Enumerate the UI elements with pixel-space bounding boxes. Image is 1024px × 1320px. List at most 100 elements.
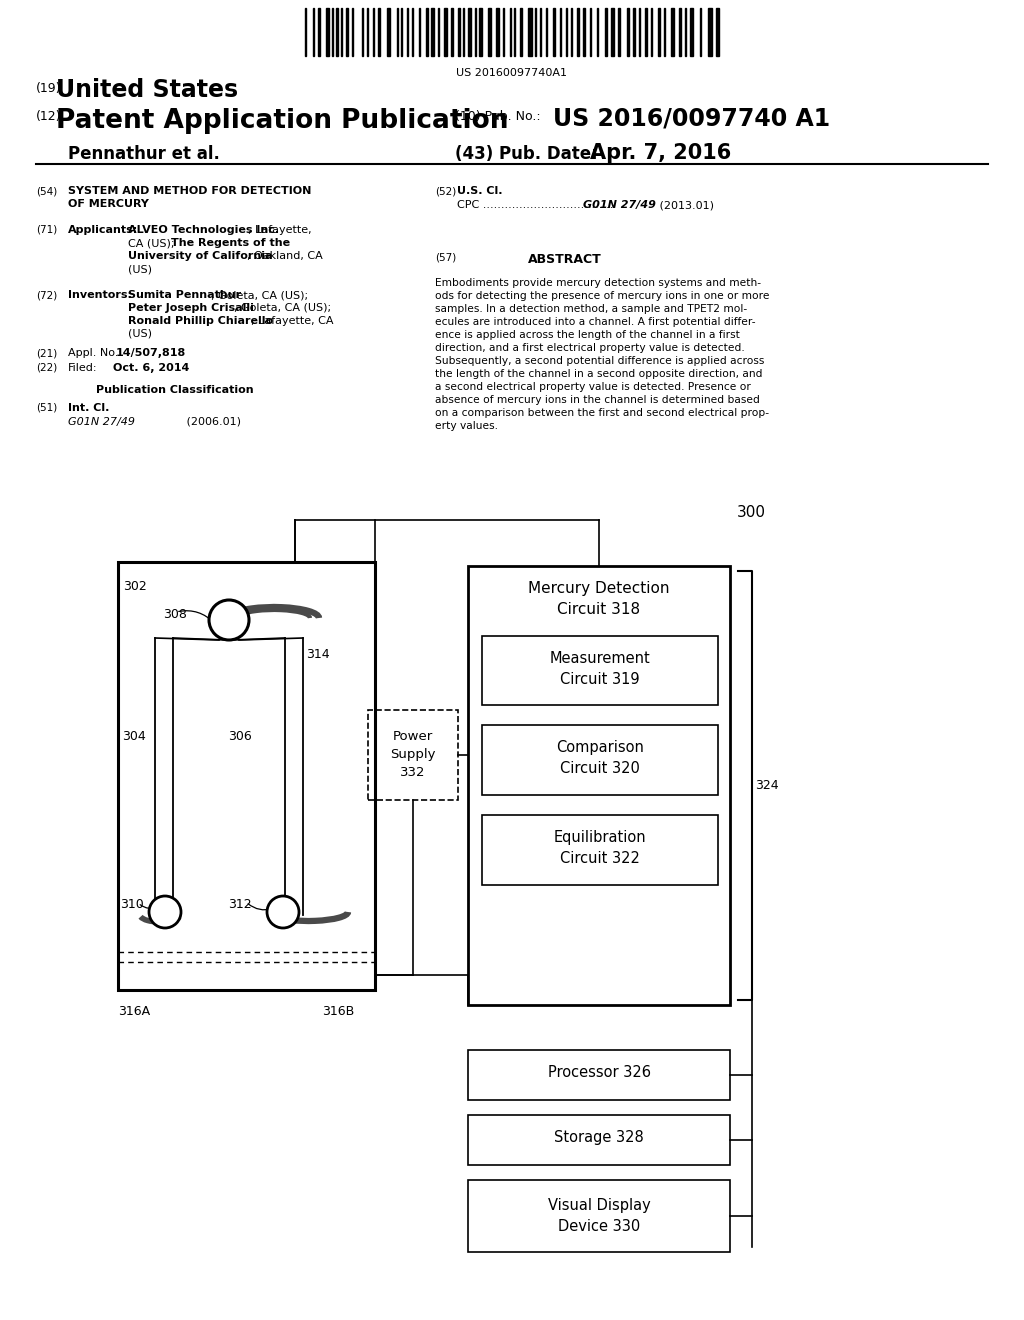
Text: absence of mercury ions in the channel is determined based: absence of mercury ions in the channel i… [435, 395, 760, 405]
Bar [611, 8, 614, 55]
Text: 324: 324 [755, 779, 778, 792]
Bar [444, 8, 447, 55]
Text: samples. In a detection method, a sample and TPET2 mol-: samples. In a detection method, a sample… [435, 304, 748, 314]
Bar [368, 710, 458, 800]
Text: 304: 304 [122, 730, 145, 743]
Text: 314: 314 [306, 648, 330, 661]
Text: (21): (21) [36, 348, 57, 358]
Bar [645, 8, 647, 55]
Bar [426, 8, 428, 55]
Bar [318, 8, 319, 55]
Bar [671, 8, 674, 55]
Text: direction, and a first electrical property value is detected.: direction, and a first electrical proper… [435, 343, 744, 352]
Bar [520, 8, 522, 55]
Text: 310: 310 [120, 898, 143, 911]
Text: G01N 27/49: G01N 27/49 [583, 201, 656, 210]
Bar [708, 8, 712, 55]
Bar [633, 8, 635, 55]
Text: Publication Classification: Publication Classification [96, 385, 254, 395]
Text: Patent Application Publication: Patent Application Publication [56, 108, 509, 135]
Text: , Oakland, CA: , Oakland, CA [247, 251, 323, 261]
Circle shape [150, 896, 181, 928]
Text: the length of the channel in a second opposite direction, and: the length of the channel in a second op… [435, 370, 763, 379]
Bar [451, 8, 453, 55]
Text: (57): (57) [435, 253, 457, 263]
Text: (43) Pub. Date:: (43) Pub. Date: [455, 145, 598, 162]
Text: Sumita Pennathur: Sumita Pennathur [128, 290, 241, 300]
Text: (2013.01): (2013.01) [656, 201, 714, 210]
Text: Power
Supply
332: Power Supply 332 [390, 730, 436, 779]
Bar [488, 8, 490, 55]
Text: U.S. Cl.: U.S. Cl. [457, 186, 503, 195]
Text: erty values.: erty values. [435, 421, 498, 432]
Text: Comparison
Circuit 320: Comparison Circuit 320 [556, 741, 644, 776]
Text: 316B: 316B [322, 1005, 354, 1018]
Text: ABSTRACT: ABSTRACT [528, 253, 602, 267]
Text: 308: 308 [163, 609, 186, 620]
Bar [496, 8, 499, 55]
Text: ecules are introduced into a channel. A first potential differ-: ecules are introduced into a channel. A … [435, 317, 756, 327]
Text: US 20160097740A1: US 20160097740A1 [457, 69, 567, 78]
Bar [458, 8, 460, 55]
Text: (10) Pub. No.:: (10) Pub. No.: [455, 110, 541, 123]
Text: (54): (54) [36, 186, 57, 195]
Text: SYSTEM AND METHOD FOR DETECTION: SYSTEM AND METHOD FOR DETECTION [68, 186, 311, 195]
Bar [479, 8, 482, 55]
Text: (51): (51) [36, 403, 57, 413]
Text: ods for detecting the presence of mercury ions in one or more: ods for detecting the presence of mercur… [435, 290, 769, 301]
Text: Mercury Detection
Circuit 318: Mercury Detection Circuit 318 [528, 581, 670, 616]
Text: 14/507,818: 14/507,818 [116, 348, 186, 358]
Text: ALVEO Technologies Inc.: ALVEO Technologies Inc. [128, 224, 280, 235]
Bar [468, 1115, 730, 1166]
Bar [118, 562, 375, 990]
Bar [618, 8, 620, 55]
Bar [679, 8, 681, 55]
Text: Peter Joseph Crisalli: Peter Joseph Crisalli [128, 304, 254, 313]
Text: (12): (12) [36, 110, 61, 123]
Text: (US): (US) [128, 329, 152, 339]
Text: Appl. No.:: Appl. No.: [68, 348, 122, 358]
Text: Processor 326: Processor 326 [548, 1065, 650, 1080]
Bar [528, 8, 532, 55]
Text: US 2016/0097740 A1: US 2016/0097740 A1 [553, 107, 830, 131]
Text: 312: 312 [228, 898, 252, 911]
Text: (71): (71) [36, 224, 57, 235]
Bar [468, 566, 730, 1005]
Text: Oct. 6, 2014: Oct. 6, 2014 [113, 363, 189, 374]
Text: a second electrical property value is detected. Presence or: a second electrical property value is de… [435, 381, 751, 392]
Text: Pennathur et al.: Pennathur et al. [68, 145, 220, 162]
Bar [468, 8, 471, 55]
Text: (US): (US) [128, 264, 152, 275]
Text: CA (US);: CA (US); [128, 238, 178, 248]
Bar [336, 8, 338, 55]
Text: (72): (72) [36, 290, 57, 300]
Text: Filed:: Filed: [68, 363, 97, 374]
Text: 306: 306 [228, 730, 252, 743]
Text: G01N 27/49: G01N 27/49 [68, 417, 135, 426]
Text: Visual Display
Device 330: Visual Display Device 330 [548, 1199, 650, 1234]
Bar [326, 8, 329, 55]
Bar [553, 8, 555, 55]
Text: Apr. 7, 2016: Apr. 7, 2016 [590, 143, 731, 162]
Bar [716, 8, 719, 55]
Text: (19): (19) [36, 82, 61, 95]
Text: CPC ....................................: CPC .................................... [457, 201, 613, 210]
Text: Embodiments provide mercury detection systems and meth-: Embodiments provide mercury detection sy… [435, 279, 761, 288]
Bar [387, 8, 390, 55]
Text: (2006.01): (2006.01) [148, 417, 241, 426]
Text: (52): (52) [435, 186, 457, 195]
Text: Inventors:: Inventors: [68, 290, 132, 300]
Text: Storage 328: Storage 328 [554, 1130, 644, 1144]
Bar [690, 8, 693, 55]
Text: University of California: University of California [128, 251, 272, 261]
Text: Equilibration
Circuit 322: Equilibration Circuit 322 [554, 830, 646, 866]
Text: OF MERCURY: OF MERCURY [68, 199, 148, 209]
Bar [378, 8, 380, 55]
Text: Subsequently, a second potential difference is applied across: Subsequently, a second potential differe… [435, 356, 764, 366]
Bar [468, 1180, 730, 1251]
Bar [577, 8, 579, 55]
Text: Int. Cl.: Int. Cl. [68, 403, 110, 413]
Text: ence is applied across the length of the channel in a first: ence is applied across the length of the… [435, 330, 740, 341]
Bar [482, 814, 718, 884]
Text: Applicants:: Applicants: [68, 224, 138, 235]
